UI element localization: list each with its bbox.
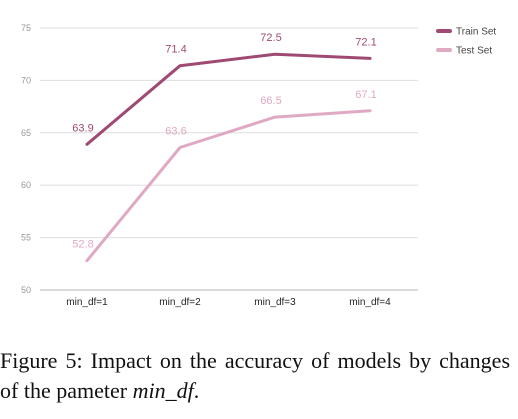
figure-caption: Figure 5: Impact on the accuracy of mode… [0, 346, 510, 406]
grid-lines [40, 27, 418, 291]
data-label: 63.6 [165, 125, 186, 137]
data-label: 63.9 [72, 122, 93, 134]
y-tick-label: 65 [21, 128, 31, 138]
data-label: 66.5 [260, 95, 281, 107]
x-axis: min_df=1 min_df=2 min_df=3 min_df=4 [66, 297, 391, 308]
x-tick-label: min_df=1 [66, 297, 108, 308]
caption-end: . [193, 378, 200, 403]
caption-parameter: min_df [132, 378, 194, 403]
data-label: 72.5 [260, 32, 281, 44]
y-axis: 50 55 60 65 70 75 [21, 23, 31, 295]
data-label: 67.1 [355, 89, 376, 101]
legend-label: Test Set [456, 46, 492, 57]
caption-text: Figure 5: Impact on the accuracy of mode… [0, 348, 510, 403]
data-label: 52.8 [72, 239, 93, 251]
y-tick-label: 75 [21, 23, 31, 33]
legend-label: Train Set [456, 27, 496, 38]
y-tick-label: 60 [21, 180, 31, 190]
data-label: 71.4 [165, 44, 186, 56]
series-lines [85, 52, 372, 263]
x-tick-label: min_df=4 [349, 297, 391, 308]
legend: Train Set Test Set [436, 27, 496, 57]
x-tick-label: min_df=2 [159, 297, 201, 308]
data-label: 72.1 [355, 36, 376, 48]
series-line-train [85, 52, 372, 146]
y-tick-label: 50 [21, 285, 31, 295]
y-tick-label: 70 [21, 75, 31, 85]
x-tick-label: min_df=3 [254, 297, 296, 308]
y-tick-label: 55 [21, 233, 31, 243]
data-labels: 63.9 71.4 72.5 72.1 52.8 63.6 66.5 67.1 [72, 32, 376, 250]
series-line-test [85, 109, 372, 263]
